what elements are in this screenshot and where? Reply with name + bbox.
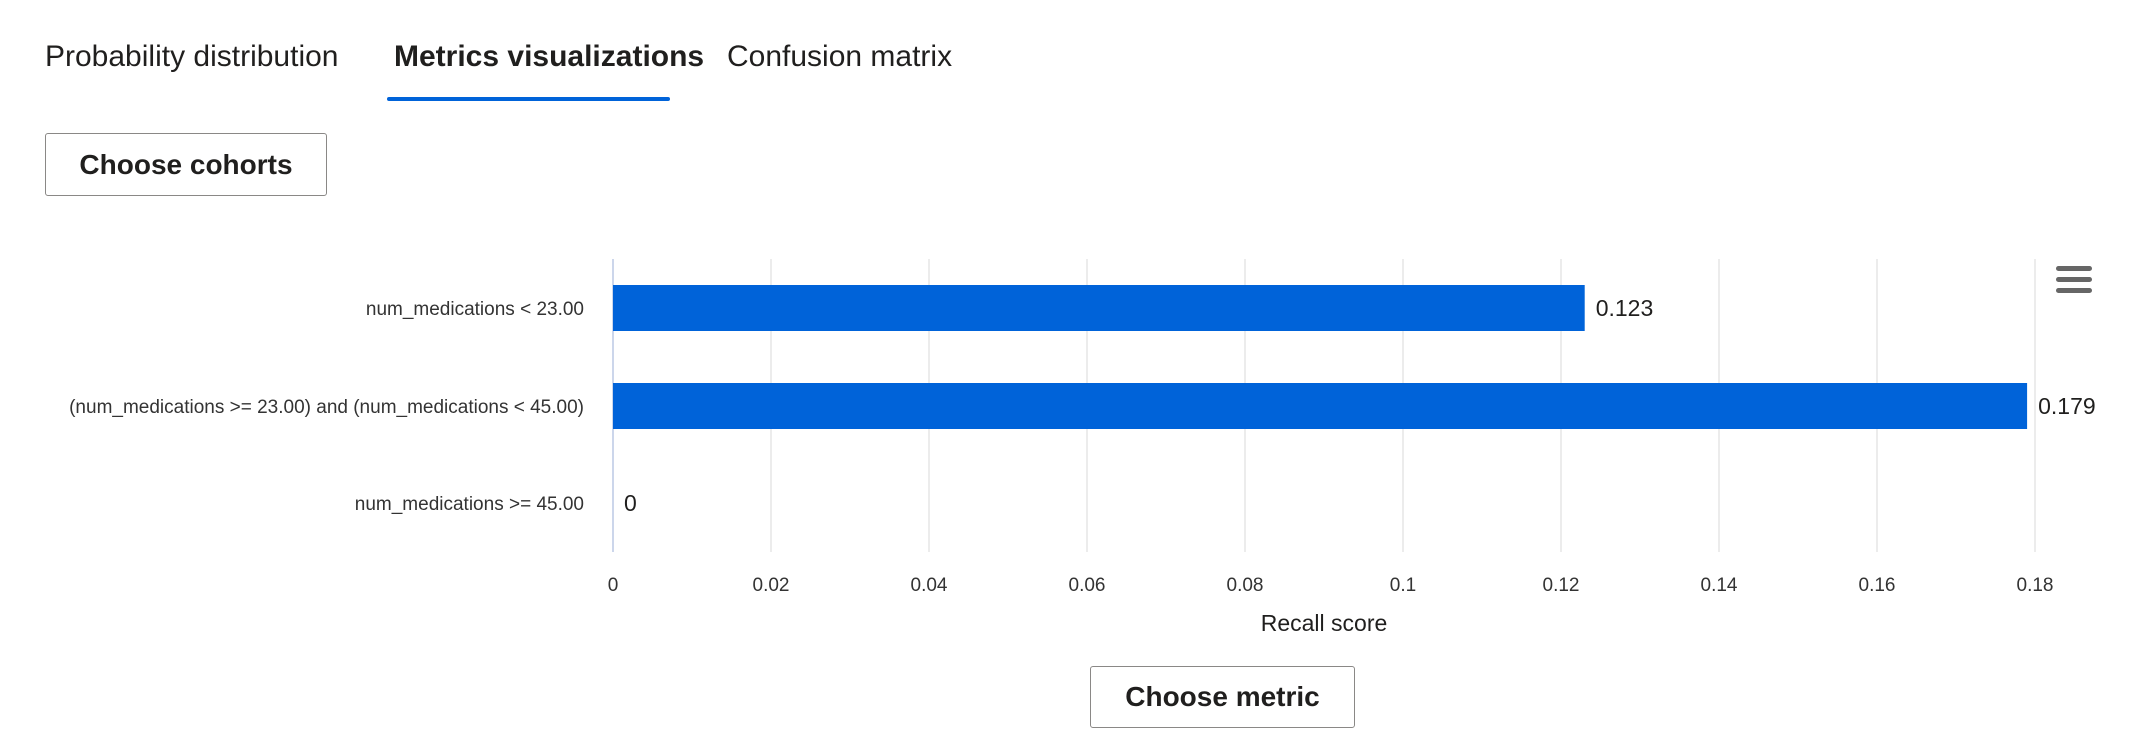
y-category-label: (num_medications >= 23.00) and (num_medi… [69,397,584,418]
x-tick-label: 0.1 [1390,575,1416,596]
x-tick-label: 0.12 [1543,575,1580,596]
tab-bar: Probability distribution Metrics visuali… [0,0,1100,110]
tab-confusion-matrix[interactable]: Confusion matrix [727,40,953,73]
x-tick-label: 0.08 [1227,575,1264,596]
choose-metric-button[interactable]: Choose metric [1090,666,1355,728]
x-tick-label: 0.16 [1859,575,1896,596]
x-tick-label: 0.02 [753,575,790,596]
x-tick-label: 0.04 [911,575,948,596]
chart-menu-icon[interactable] [2056,266,2092,298]
choose-cohorts-button[interactable]: Choose cohorts [45,133,327,196]
x-tick-label: 0.18 [2017,575,2054,596]
tab-metrics-visualizations[interactable]: Metrics visualizations [394,40,705,73]
y-category-label: num_medications >= 45.00 [355,494,584,515]
bar [613,383,2028,429]
data-label: 0.123 [1596,295,1654,321]
active-tab-indicator [387,97,670,101]
tab-probability-distribution[interactable]: Probability distribution [45,40,339,73]
data-label: 0.179 [2038,393,2096,419]
x-tick-label: 0.06 [1069,575,1106,596]
y-category-label: num_medications < 23.00 [366,299,584,320]
recall-bar-chart: 0 0.02 0.04 0.06 0.08 0.1 0.12 0.14 0.16 0.18 num_… [69,259,2096,636]
data-label: 0 [624,490,637,516]
x-tick-label: 0.14 [1701,575,1738,596]
bar [613,285,1585,331]
x-axis-title: Recall score [1261,610,1388,636]
x-tick-label: 0 [608,575,619,596]
